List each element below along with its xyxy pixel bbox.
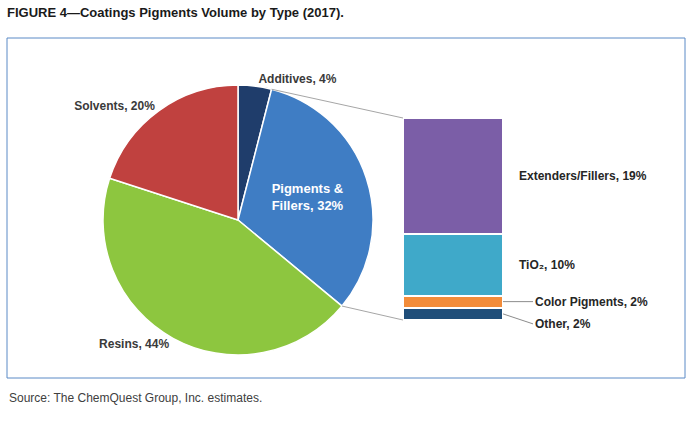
svg-text:Other, 2%: Other, 2% xyxy=(535,317,591,331)
svg-text:Color Pigments, 2%: Color Pigments, 2% xyxy=(535,295,648,309)
svg-text:Resins, 44%: Resins, 44% xyxy=(99,337,169,351)
svg-text:Additives, 4%: Additives, 4% xyxy=(258,72,336,86)
svg-text:Solvents, 20%: Solvents, 20% xyxy=(74,99,155,113)
svg-text:TiO₂, 10%: TiO₂, 10% xyxy=(519,258,575,272)
svg-text:Pigments &Fillers, 32%: Pigments &Fillers, 32% xyxy=(272,181,344,213)
svg-text:FIGURE 4—Coatings Pigments Vol: FIGURE 4—Coatings Pigments Volume by Typ… xyxy=(7,5,344,20)
svg-text:Extenders/Fillers, 19%: Extenders/Fillers, 19% xyxy=(519,169,647,183)
svg-text:Source: The ChemQuest Group, I: Source: The ChemQuest Group, Inc. estima… xyxy=(9,391,262,405)
